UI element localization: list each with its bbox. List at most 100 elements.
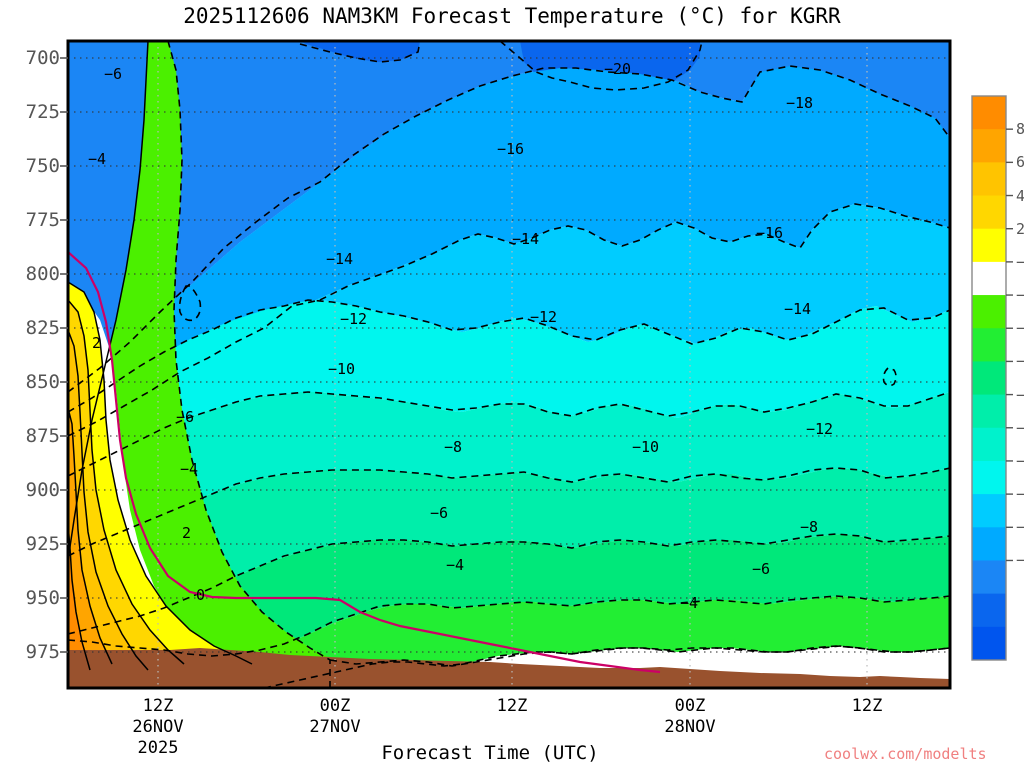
y-axis-tick-800: 800	[25, 263, 60, 285]
label-0-a: 0	[196, 586, 205, 604]
colorbar-label-4: 4	[1016, 186, 1024, 205]
label--10-b: −10	[632, 438, 659, 456]
contour-2	[68, 281, 253, 665]
x-axis-tick-0: 12Z 26NOV 2025	[132, 696, 184, 758]
y-axis-tick-825: 825	[25, 317, 60, 339]
label--6-c: −6	[430, 504, 448, 522]
colorbar-frame	[971, 95, 1007, 661]
colorbar-label--16: −16	[1016, 485, 1024, 504]
label--16-a: −16	[497, 140, 524, 158]
colorbar-swatch-10	[972, 96, 1006, 130]
colorbar-swatch-2	[972, 228, 1006, 263]
label--18-a: −18	[786, 94, 813, 112]
colorbar-swatch--4	[972, 328, 1006, 363]
colorbar-swatch--22	[972, 626, 1006, 660]
band-minus8	[68, 534, 950, 656]
y-axis-tick-950: 950	[25, 587, 60, 609]
x-axis-tick-1: 00Z 27NOV	[309, 696, 361, 737]
terrain-fill	[68, 648, 950, 688]
colorbar-swatch-4	[972, 195, 1006, 230]
label-2-b: 2	[182, 524, 191, 542]
label--4-b: −4	[180, 460, 198, 478]
label--4-c: −4	[446, 556, 464, 574]
contour--6a	[68, 595, 950, 657]
colorbar-swatch-0	[972, 261, 1006, 296]
y-axis-tick-900: 900	[25, 479, 60, 501]
band-minus20b	[68, 41, 950, 392]
colorbar-swatch-8	[972, 129, 1006, 163]
y-axis-tick-925: 925	[25, 533, 60, 555]
colorbar-label-8: 8	[1016, 120, 1024, 139]
label--4-d: −4	[680, 594, 698, 612]
contour--16	[68, 203, 950, 437]
label--8-b: −8	[800, 518, 818, 536]
filled-contours	[68, 41, 950, 688]
colorbar-label-2: 2	[1016, 219, 1024, 238]
plot-frame	[66, 39, 952, 690]
y-axis-tick-700: 700	[25, 47, 60, 69]
colorbar-label--20: −20	[1016, 551, 1024, 570]
y-axis-tick-725: 725	[25, 101, 60, 123]
label--8-a: −8	[444, 438, 462, 456]
contour--10a	[68, 467, 950, 557]
contour-lines	[68, 41, 950, 688]
page-title: 2025112606 NAM3KM Forecast Temperature (…	[183, 4, 841, 28]
colorbar-swatch--10	[972, 427, 1006, 462]
axis-ticks	[60, 57, 68, 653]
contour--20b	[499, 41, 703, 91]
x-axis-tick-4: 12Z	[851, 696, 883, 716]
colorbar-label--12: −12	[1016, 418, 1024, 437]
colorbar-label--10: −10	[1016, 385, 1024, 404]
label--14-b: −14	[512, 230, 539, 248]
contour--8a	[68, 533, 950, 635]
y-axis-tick-775: 775	[25, 209, 60, 231]
label--6-b: −6	[176, 408, 194, 426]
label--6-a: −6	[104, 65, 122, 83]
band-minus12	[68, 392, 950, 556]
colorbar-label--4: −4	[1016, 286, 1024, 305]
core-minus20b	[300, 41, 420, 62]
y-axis-tick-750: 750	[25, 155, 60, 177]
colorbar-swatch--12	[972, 460, 1006, 495]
band-minus18	[68, 66, 950, 436]
label--12-c: −12	[806, 420, 833, 438]
colorbar-swatch--6	[972, 361, 1006, 396]
band-minus14	[68, 300, 950, 476]
label-2-a: 2	[92, 334, 101, 352]
colorbar	[971, 95, 1013, 661]
band-minus10	[68, 468, 950, 634]
label--20-a: −20	[604, 60, 631, 78]
band-minus16	[68, 204, 950, 436]
label--6-d: −6	[752, 560, 770, 578]
contour-4	[68, 299, 185, 665]
x-axis-tick-3: 00Z 28NOV	[664, 696, 716, 737]
contour--14a	[68, 299, 950, 413]
warm-contour-lines	[68, 41, 253, 671]
label--12-b: −12	[530, 308, 557, 326]
band-orange	[68, 408, 118, 688]
colorbar-label--8: −8	[1016, 352, 1024, 371]
x-axis-tick-2: 12Z	[496, 696, 528, 716]
x-axis-title: Forecast Time (UTC)	[381, 742, 599, 764]
y-axis-tick-850: 850	[25, 371, 60, 393]
colorbar-swatch--16	[972, 527, 1006, 562]
colorbar-swatch--2	[972, 295, 1006, 329]
colorbar-swatch--18	[972, 560, 1006, 595]
colorbar-swatch--14	[972, 494, 1006, 528]
y-axis-tick-975: 975	[25, 641, 60, 663]
contour--18	[68, 65, 950, 393]
label--16-b: −16	[756, 224, 783, 242]
contour-8	[68, 407, 113, 665]
colorbar-label--14: −14	[1016, 451, 1024, 470]
contour--4a	[167, 41, 331, 688]
zero-isotherm	[68, 251, 661, 674]
colorbar-swatch-6	[972, 162, 1006, 197]
colorbar-swatch--8	[972, 394, 1006, 429]
watermark: coolwx.com/modelts	[824, 745, 987, 763]
band-deeporange	[68, 524, 96, 688]
label--10-a: −10	[328, 360, 355, 378]
label--4-a: −4	[88, 150, 106, 168]
contour-0-outer	[68, 41, 149, 561]
